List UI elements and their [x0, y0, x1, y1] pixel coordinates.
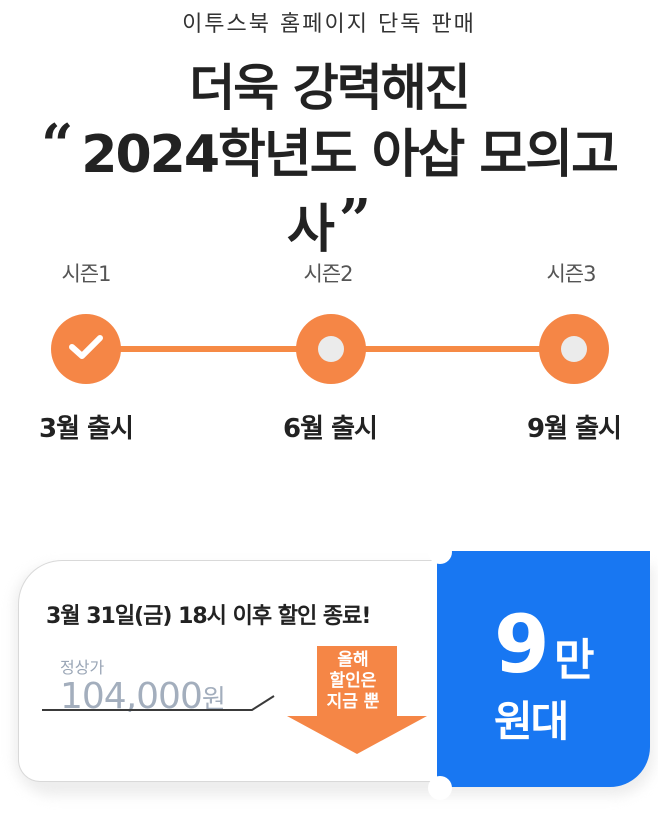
headline-line1: 더욱 강력해진: [189, 59, 470, 117]
ticket-notch-top: [428, 540, 452, 564]
arrow-text-line: 할인은: [329, 671, 377, 691]
regular-price-label: 정상가: [60, 658, 105, 677]
season-3-release: 9월 출시: [527, 414, 622, 444]
season-2-node: [296, 314, 366, 384]
subtitle: 이투스북 홈페이지 단독 판매: [182, 12, 476, 37]
sale-number: 9: [494, 598, 550, 691]
season-2-label: 시즌2: [303, 262, 353, 286]
season-1-release: 3월 출시: [39, 414, 134, 444]
headline-title: 2024학년도 아삽 모의고사: [81, 125, 619, 260]
check-icon: [67, 332, 105, 366]
down-arrow-icon: [287, 646, 427, 754]
arrow-text-line: 올해: [337, 650, 369, 670]
pending-dot-icon: [318, 336, 344, 362]
sale-unit: 만: [554, 635, 595, 686]
season-1-node: [51, 314, 121, 384]
close-quote: ”: [338, 187, 372, 253]
season-1-label: 시즌1: [61, 262, 111, 286]
arrow-text-line: 지금 뿐: [326, 692, 380, 712]
discount-deadline: 3월 31일(금) 18시 이후 할인 종료!: [46, 604, 371, 629]
strikethrough-line: [42, 695, 275, 711]
ticket-right: [437, 551, 650, 787]
season-3-label: 시즌3: [546, 262, 596, 286]
season-2-release: 6월 출시: [283, 414, 378, 444]
regular-price-unit: 원: [201, 685, 226, 715]
open-quote: “: [41, 112, 74, 178]
arrow-text: 올해 할인은 지금 뿐: [288, 650, 418, 713]
season-3-node: [539, 314, 609, 384]
headline-line2: “2024학년도 아삽 모의고사”: [0, 112, 658, 262]
ticket-notch-bottom: [428, 776, 452, 800]
pending-dot-icon: [561, 336, 587, 362]
sale-suffix: 원대: [494, 697, 569, 746]
